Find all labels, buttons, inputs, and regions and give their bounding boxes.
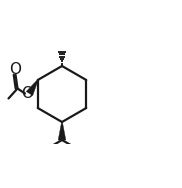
Polygon shape [26,80,38,96]
Polygon shape [58,122,66,140]
Text: O: O [21,86,33,101]
Text: O: O [9,61,21,77]
